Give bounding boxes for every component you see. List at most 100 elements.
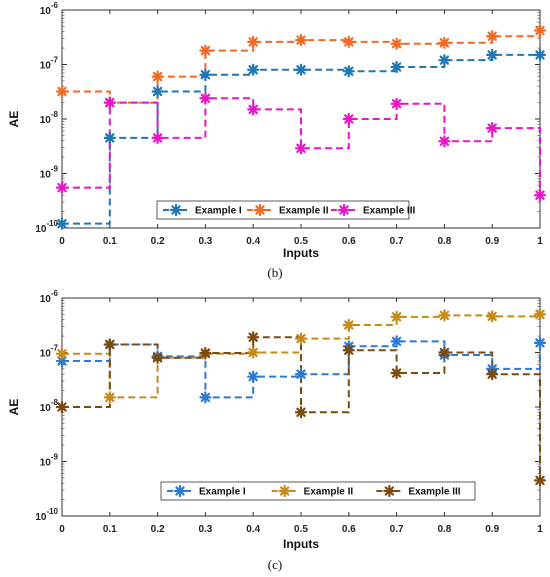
series-2-point [294,332,308,345]
series-2-point [533,24,547,37]
series-1-point [342,65,355,78]
legend-marker [278,484,291,498]
legend-item-3: Example III [376,484,461,498]
series-3-point [55,400,69,414]
x-tick-label: 0.5 [294,524,308,535]
y-tick-label: 10-9 [40,453,59,469]
series-1-point [103,131,116,144]
series-3-point [55,181,69,194]
series-3-point [294,406,308,419]
legend-label: Example III [408,487,460,498]
legend-item-1: Example I [163,203,242,217]
legend-box [156,200,410,220]
series-3-point [247,103,260,116]
y-axis-label: AE [7,399,21,416]
y-tick-label: 10-7 [40,56,59,72]
series-1-point [294,368,308,381]
series-line-3 [62,97,541,196]
x-tick-label: 0.7 [390,524,404,535]
series-3-point [438,135,451,148]
y-tick-label: 10-10 [35,219,58,235]
series-3-point [151,131,164,144]
x-tick-label: 0.4 [246,524,260,535]
x-tick-label: 0.3 [198,236,212,247]
series-2-point [247,35,260,48]
series-3-point [486,368,499,381]
x-tick-label: 0.9 [485,524,499,535]
x-tick-label: 1 [537,524,543,535]
series-1-point [390,335,403,348]
series-2-point [486,30,499,43]
series-1-point [55,217,69,230]
x-tick-label: 0.2 [151,236,165,247]
legend-marker [337,203,351,217]
x-tick-label: 0.9 [485,236,499,247]
x-axis-label: Inputs [283,537,319,551]
legend-label: Example II [279,206,329,217]
series-1-point [533,48,547,62]
panel-caption: (b) [267,265,282,280]
x-tick-label: 0 [59,236,65,247]
x-tick-label: 0.1 [103,236,117,247]
panel-caption: (c) [268,557,282,572]
y-tick-label: 10-7 [40,344,59,360]
series-1-point [199,68,212,81]
x-tick-label: 0.6 [342,524,356,535]
legend-box [160,481,476,501]
legend-marker [253,203,267,217]
x-tick-label: 0.3 [198,524,212,535]
legend-item-1: Example I [167,484,246,498]
series-3-point [390,97,403,110]
x-tick-label: 0 [59,524,65,535]
series-3-point [103,338,116,351]
legend-marker [173,484,187,498]
series-2-point [438,36,451,49]
series-2-point [342,318,355,332]
legend-item-3: Example III [331,203,415,217]
x-tick-label: 1 [537,236,543,247]
y-tick-label: 10-9 [40,165,59,181]
x-tick-label: 0.6 [342,236,356,247]
x-tick-label: 0.1 [103,524,117,535]
legend-label: Example I [195,206,242,217]
x-axis-label: Inputs [283,246,319,260]
series-1-point [247,63,260,76]
series-3-point [533,189,547,202]
series-3-point [199,92,212,105]
series-3-point [199,346,212,360]
series-3-point [533,474,547,487]
x-tick-label: 0.4 [246,236,260,247]
chart-panel-c: 0 0.1 0.2 0.3 0.4 0.5 0.6 0.7 0.8 0.9 1 10-10 10-9 1… [7,289,547,572]
x-tick-labels: 0 0.1 0.2 0.3 0.4 0.5 0.6 0.7 0.8 0.9 1 [59,236,543,247]
series-3-point [103,96,116,109]
y-tick-label: 10-10 [35,507,58,523]
x-tick-label: 0.2 [151,524,165,535]
legend-item-2: Example II [247,203,329,217]
y-tick-label: 10-6 [40,1,59,17]
legend-marker [383,484,396,498]
series-1-point [294,63,308,76]
series-2-point [438,309,451,322]
series-2-point [533,308,547,321]
y-tick-label: 10-8 [40,398,59,414]
x-tick-label: 0.8 [437,524,451,535]
series-2-point [151,70,164,83]
legend: Example I Example II Example III [156,200,415,220]
chart-panel-b: 0 0.1 0.2 0.3 0.4 0.5 0.6 0.7 0.8 0.9 1 10-1010-91… [7,1,547,280]
series-2-point [342,35,355,48]
series-1-point [199,391,212,404]
legend-marker [169,203,183,217]
series-3-point [342,112,355,126]
series-3-point [342,344,355,357]
series-3-point [390,366,403,380]
series-1-point [151,85,164,98]
x-tick-label: 0.8 [437,236,451,247]
series-2-point [390,37,403,50]
series-1-point [390,60,403,74]
series-3-point [486,122,499,135]
series-markers [55,24,547,230]
series-2-point [390,310,403,323]
legend: Example I Example II Example III [160,481,476,501]
series-2-point [55,85,69,98]
